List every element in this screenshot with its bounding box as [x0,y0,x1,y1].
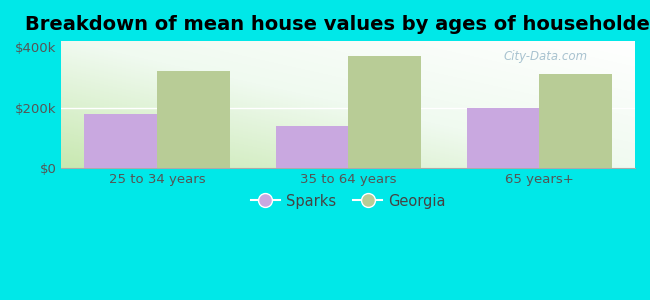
Bar [540,74,612,168]
Bar [467,108,540,168]
Text: City-Data.com: City-Data.com [503,50,587,63]
Legend: Sparks, Georgia: Sparks, Georgia [245,188,452,214]
Bar [84,114,157,168]
Title: Breakdown of mean house values by ages of householders: Breakdown of mean house values by ages o… [25,15,650,34]
Bar [348,56,421,168]
Bar [157,71,229,168]
Bar [276,126,348,168]
